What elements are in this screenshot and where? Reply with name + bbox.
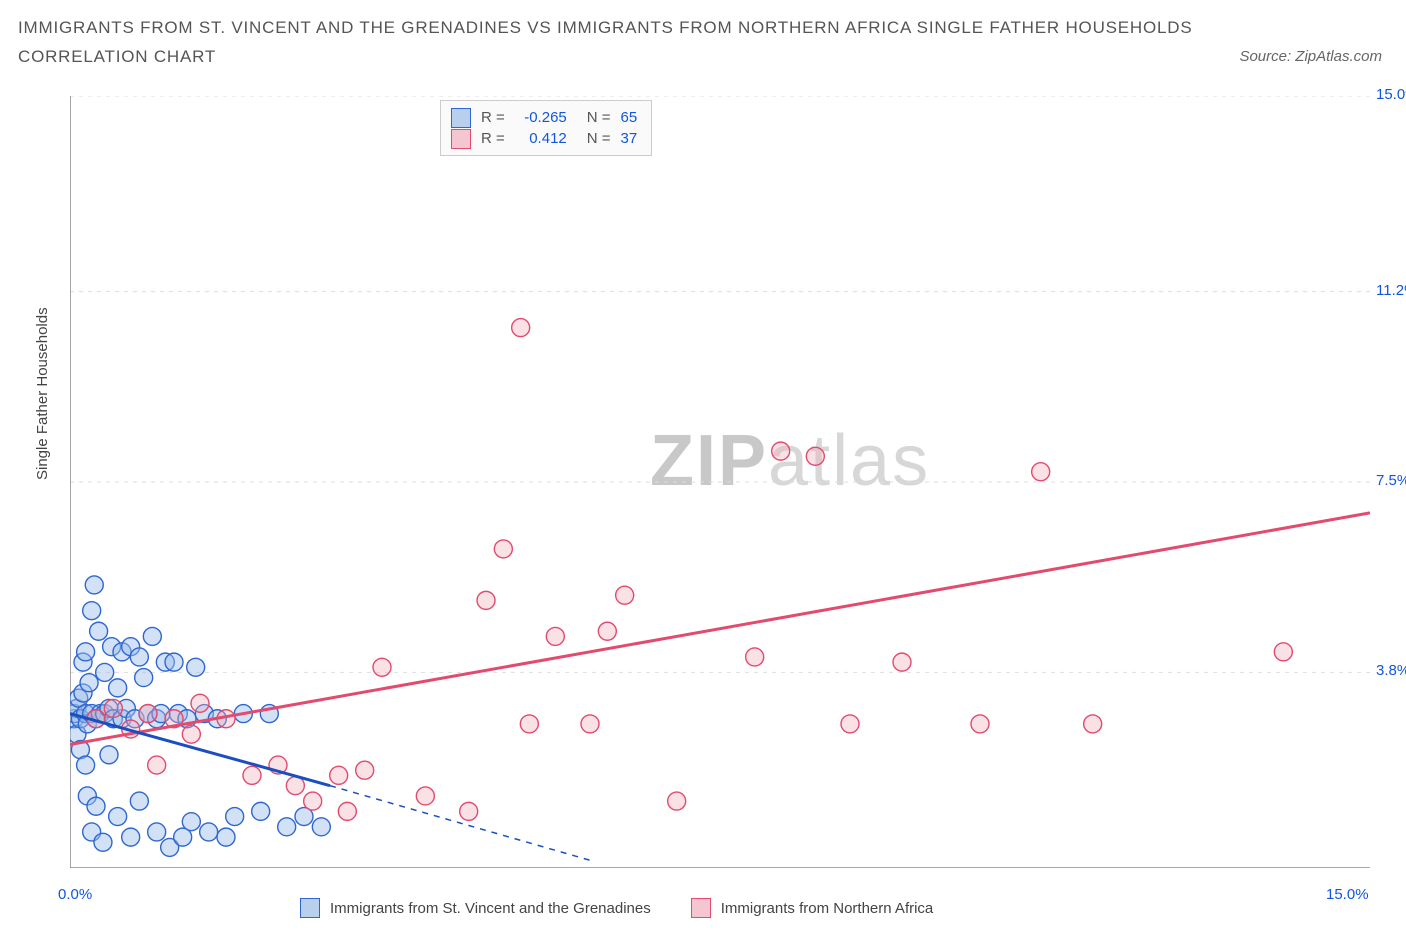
axis-tick-label: 7.5% bbox=[1376, 472, 1406, 489]
legend-swatch bbox=[451, 108, 471, 128]
title-line-1: IMMIGRANTS FROM ST. VINCENT AND THE GREN… bbox=[18, 18, 1193, 37]
legend-series-label: Immigrants from Northern Africa bbox=[721, 900, 934, 917]
chart-title: IMMIGRANTS FROM ST. VINCENT AND THE GREN… bbox=[18, 14, 1193, 72]
legend-series: Immigrants from St. Vincent and the Gren… bbox=[300, 898, 933, 918]
legend-r-label: R = bbox=[481, 107, 505, 128]
legend-stats-box: R = -0.265 N = 65 R = 0.412 N = 37 bbox=[440, 100, 652, 156]
legend-n-value: 65 bbox=[621, 107, 638, 128]
y-axis-label: Single Father Households bbox=[34, 307, 51, 480]
legend-swatch bbox=[691, 898, 711, 918]
source-label: Source: ZipAtlas.com bbox=[1239, 48, 1382, 65]
legend-stat-row: R = 0.412 N = 37 bbox=[451, 128, 637, 149]
legend-r-label: R = bbox=[481, 128, 505, 149]
legend-n-value: 37 bbox=[621, 128, 638, 149]
legend-r-value: -0.265 bbox=[515, 107, 567, 128]
legend-series-label: Immigrants from St. Vincent and the Gren… bbox=[330, 900, 651, 917]
title-line-2: CORRELATION CHART bbox=[18, 47, 216, 66]
legend-swatch bbox=[300, 898, 320, 918]
legend-swatch bbox=[451, 129, 471, 149]
legend-series-item: Immigrants from Northern Africa bbox=[691, 898, 934, 918]
axis-tick-label: 15.0% bbox=[1326, 886, 1369, 903]
axis-tick-label: 11.2% bbox=[1376, 282, 1406, 299]
legend-r-value: 0.412 bbox=[515, 128, 567, 149]
axis-tick-label: 0.0% bbox=[58, 886, 92, 903]
axis-tick-label: 3.8% bbox=[1376, 662, 1406, 679]
axis-tick-label: 15.0% bbox=[1376, 86, 1406, 103]
legend-n-label: N = bbox=[587, 128, 611, 149]
legend-n-label: N = bbox=[587, 107, 611, 128]
legend-stat-row: R = -0.265 N = 65 bbox=[451, 107, 637, 128]
legend-series-item: Immigrants from St. Vincent and the Gren… bbox=[300, 898, 651, 918]
scatter-chart bbox=[70, 96, 1370, 868]
